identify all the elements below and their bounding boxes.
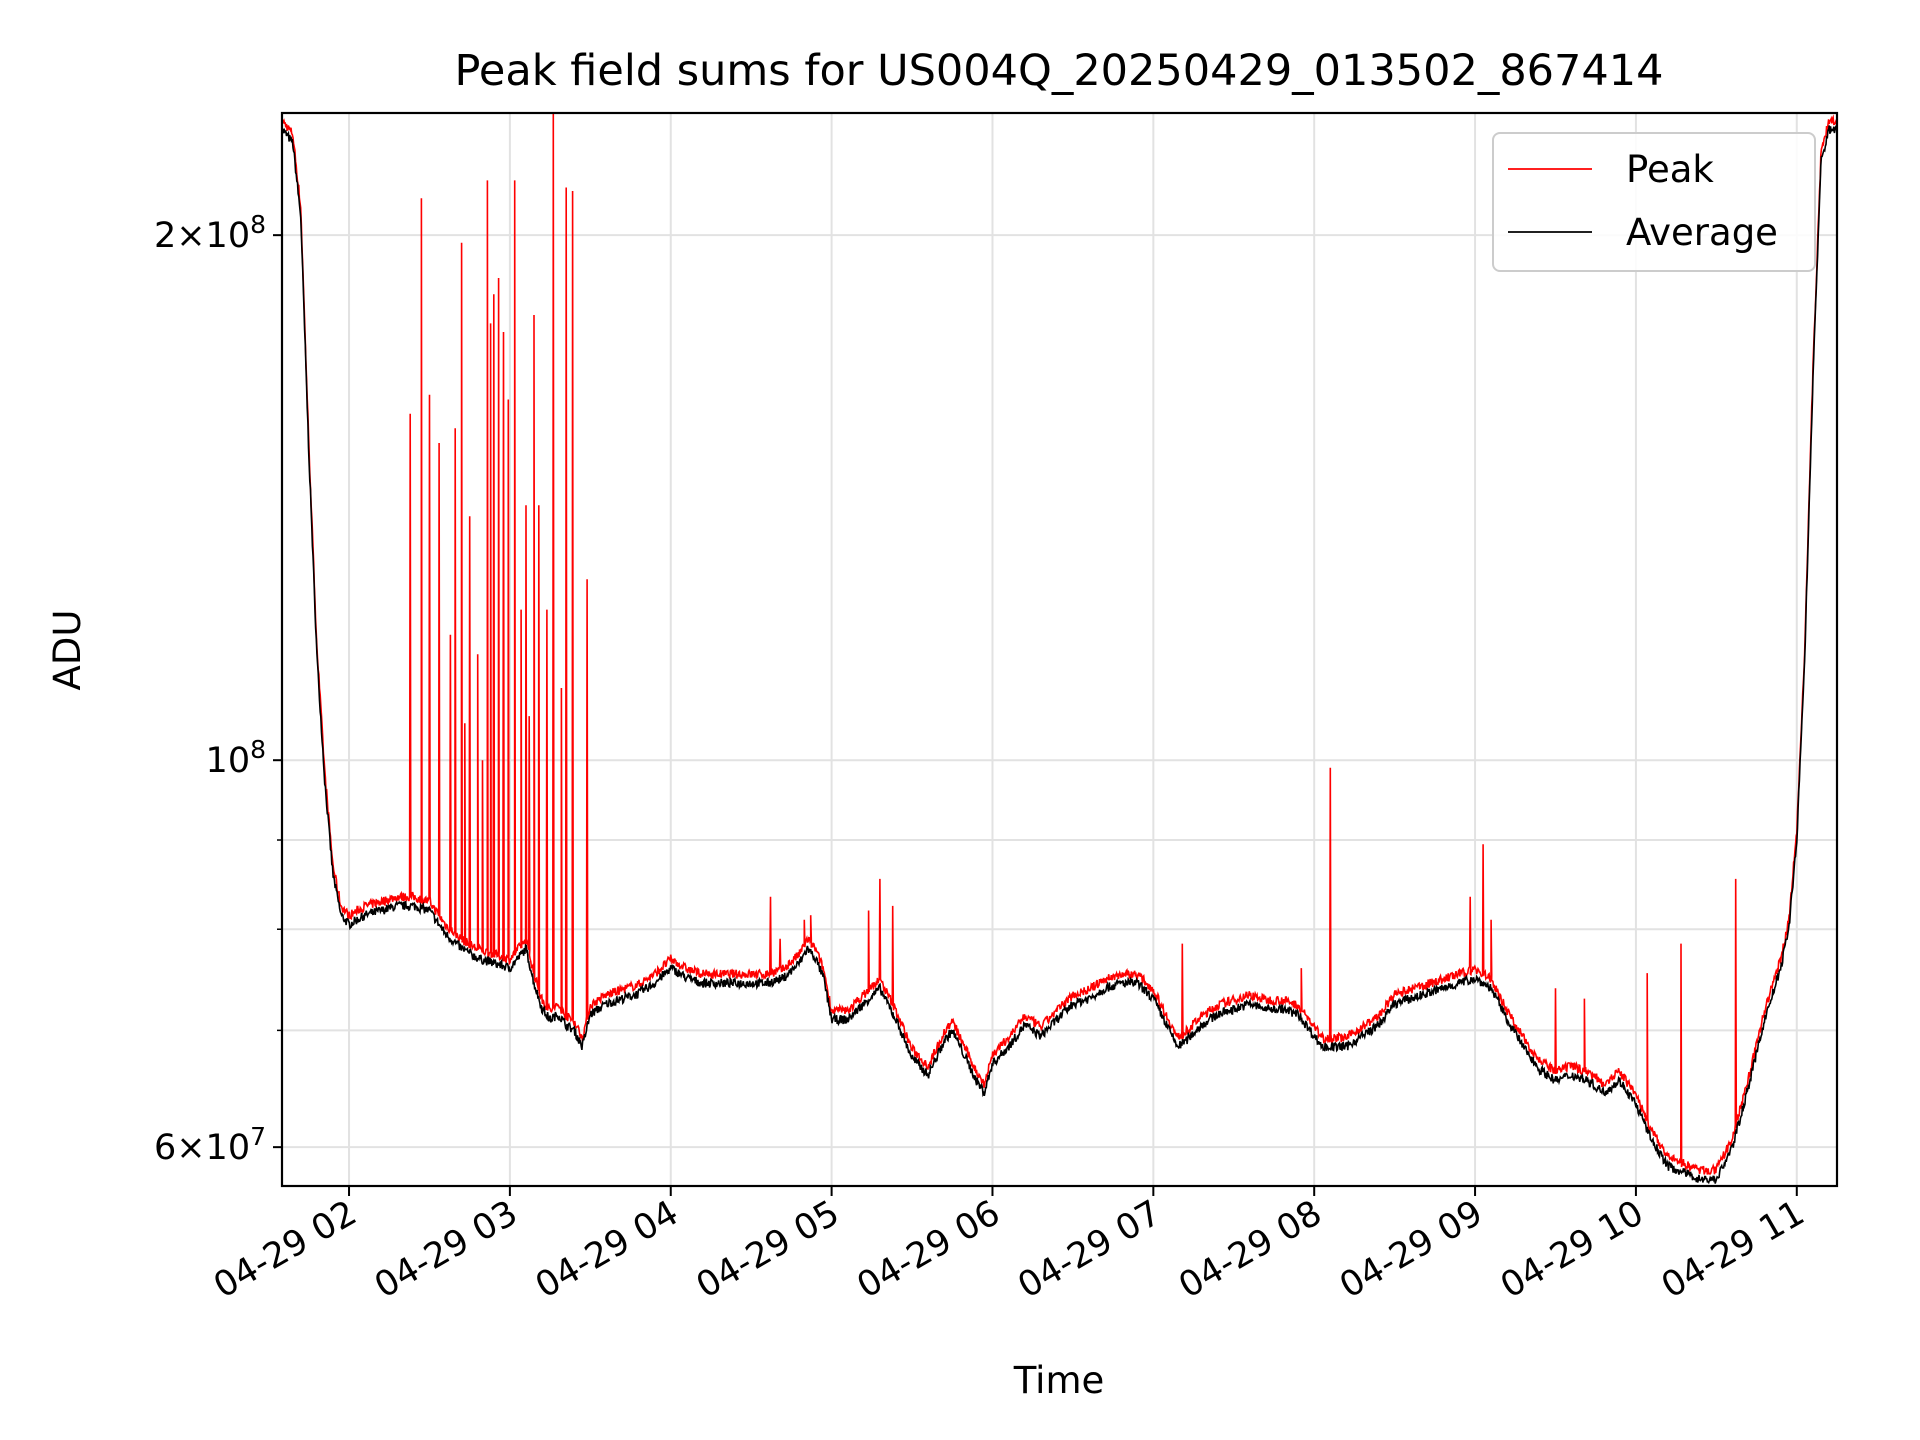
legend-peak-label: Peak xyxy=(1626,148,1714,191)
axes-frame xyxy=(280,111,1839,1188)
y-axis-ticks: 6×107 108 2×108 xyxy=(154,210,282,1168)
x-axis-label: Time xyxy=(1013,1359,1105,1402)
plot-area xyxy=(282,113,1837,1185)
y-tick-label: 6×107 xyxy=(154,1122,266,1168)
gridlines xyxy=(282,113,1837,1186)
legend-box xyxy=(1492,132,1816,272)
y-tick-label: 2×108 xyxy=(154,210,266,256)
peak-series-line xyxy=(282,113,1837,1176)
chart-title: Peak field sums for US004Q_20250429_0135… xyxy=(455,46,1664,96)
y-tick-label: 108 xyxy=(206,735,266,781)
legend-average-label: Average xyxy=(1626,211,1778,254)
average-series-line xyxy=(282,125,1837,1185)
y-axis-label: ADU xyxy=(46,610,89,691)
legend: Peak Average xyxy=(1492,132,1816,272)
